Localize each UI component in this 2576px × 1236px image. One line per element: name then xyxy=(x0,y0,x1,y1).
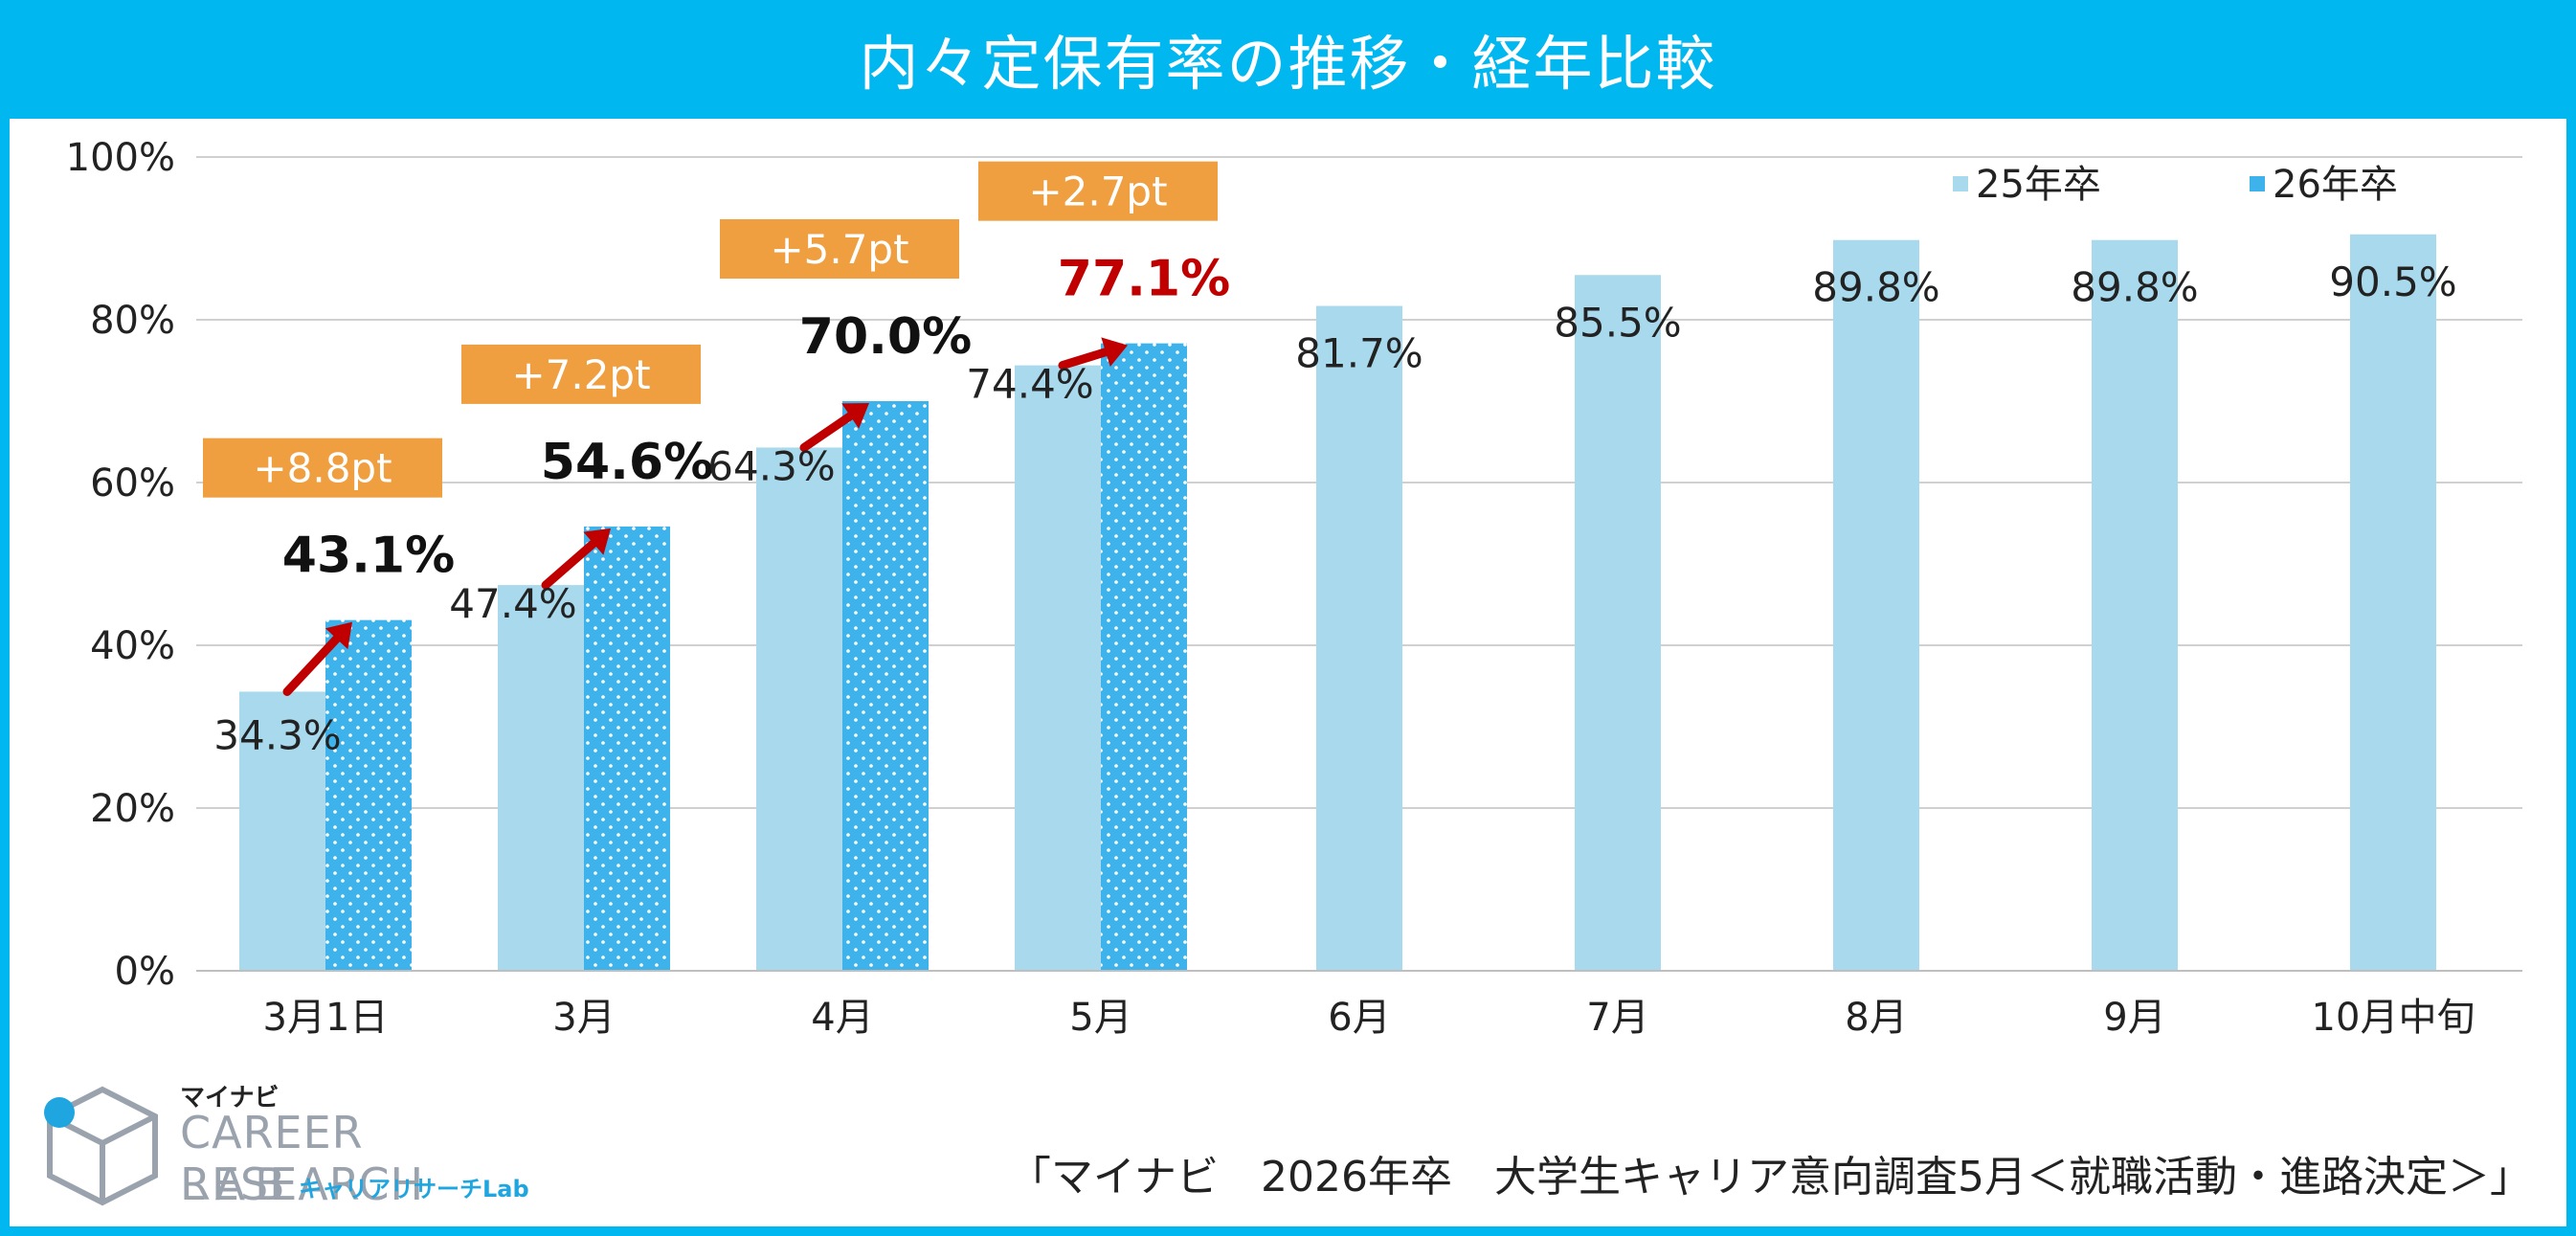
x-tick-label: 10月中旬 xyxy=(2312,996,2475,1040)
y-tick-label: 80% xyxy=(90,299,175,343)
bar-25 xyxy=(1833,239,1919,971)
data-label-26: 70.0% xyxy=(799,308,972,366)
y-tick-label: 100% xyxy=(66,136,175,180)
bar-25 xyxy=(1316,305,1402,971)
x-tick-label: 5月 xyxy=(1069,996,1131,1040)
page-title: 内々定保有率の推移・経年比較 xyxy=(859,29,1717,99)
data-label-25: 90.5% xyxy=(2329,258,2456,305)
bar-26 xyxy=(842,401,929,971)
data-label-25: 85.5% xyxy=(1554,299,1681,346)
legend-swatch xyxy=(2250,176,2265,191)
difference-label: +7.2pt xyxy=(511,351,650,398)
x-tick-label: 7月 xyxy=(1586,996,1648,1040)
bar-25 xyxy=(2350,234,2436,971)
logo-brand-small: マイナビ xyxy=(180,1084,280,1112)
increase-arrow-head xyxy=(841,403,869,429)
bar-chart: 34.3% 43.1% +8.8pt 47.4% 54.6% +7.2pt 64.3% 70.… xyxy=(66,136,2522,1040)
data-label-25: 89.8% xyxy=(1812,264,1939,311)
difference-badge xyxy=(461,344,701,404)
increase-arrow xyxy=(799,412,855,452)
bar-25 xyxy=(756,447,842,971)
logo-subtitle: キャリアリサーチLab xyxy=(299,1176,529,1202)
data-label-25: 64.3% xyxy=(707,442,835,489)
x-tick-label: 4月 xyxy=(811,996,873,1040)
difference-label: +8.8pt xyxy=(253,445,392,492)
legend-swatch xyxy=(1953,176,1968,191)
legend-label: 26年卒 xyxy=(2273,163,2398,207)
bar-25 xyxy=(1015,365,1101,972)
bar-26 xyxy=(584,526,670,971)
increase-arrow xyxy=(541,539,598,590)
data-label-26: 77.1% xyxy=(1058,251,1230,308)
logo-line1: CAREER RESEARCH xyxy=(180,1107,425,1210)
y-tick-label: 60% xyxy=(90,461,175,506)
x-tick-label: 8月 xyxy=(1845,996,1907,1040)
data-label-26: 43.1% xyxy=(282,528,455,585)
increase-arrow-head xyxy=(1101,337,1128,368)
bar-26 xyxy=(325,619,412,971)
increase-arrow-head xyxy=(583,528,611,555)
difference-label: +2.7pt xyxy=(1028,169,1167,215)
increase-arrow xyxy=(1058,348,1110,371)
cube-logo-icon xyxy=(44,1086,158,1206)
y-tick-label: 0% xyxy=(115,950,175,994)
career-research-lab-logo: マイナビ CAREER RESEARCH LAB キャリアリサーチLab xyxy=(31,1072,605,1216)
difference-badge xyxy=(203,438,442,498)
chart-panel: 34.3% 43.1% +8.8pt 47.4% 54.6% +7.2pt 64.3% 70.… xyxy=(10,119,2566,1226)
y-tick-label: 40% xyxy=(90,624,175,668)
increase-arrow-head xyxy=(325,621,352,650)
bar-25 xyxy=(498,585,584,971)
x-tick-label: 9月 xyxy=(2103,996,2165,1040)
data-label-25: 47.4% xyxy=(449,580,576,627)
x-tick-label: 6月 xyxy=(1328,996,1390,1040)
bar-25 xyxy=(1575,275,1661,971)
data-label-25: 34.3% xyxy=(213,711,341,758)
logo-line2: LAB xyxy=(180,1158,295,1210)
bar-26 xyxy=(1101,343,1187,971)
data-label-25: 74.4% xyxy=(966,361,1093,408)
data-label-26: 54.6% xyxy=(541,434,713,491)
y-tick-label: 20% xyxy=(90,787,175,831)
source-note: 「マイナビ 2026年卒 大学生キャリア意向調査5月＜就職活動・進路決定＞」 xyxy=(1008,1153,2532,1202)
difference-label: +5.7pt xyxy=(770,226,908,273)
data-label-25: 89.8% xyxy=(2071,264,2198,311)
legend-label: 25年卒 xyxy=(1976,163,2101,207)
difference-badge xyxy=(978,161,1218,221)
data-label-25: 81.7% xyxy=(1295,330,1422,377)
x-tick-label: 3月1日 xyxy=(263,996,389,1040)
x-tick-label: 3月 xyxy=(552,996,615,1040)
bar-25 xyxy=(239,691,325,971)
bar-25 xyxy=(2092,239,2178,971)
difference-badge xyxy=(720,219,959,279)
increase-arrow xyxy=(282,634,342,696)
